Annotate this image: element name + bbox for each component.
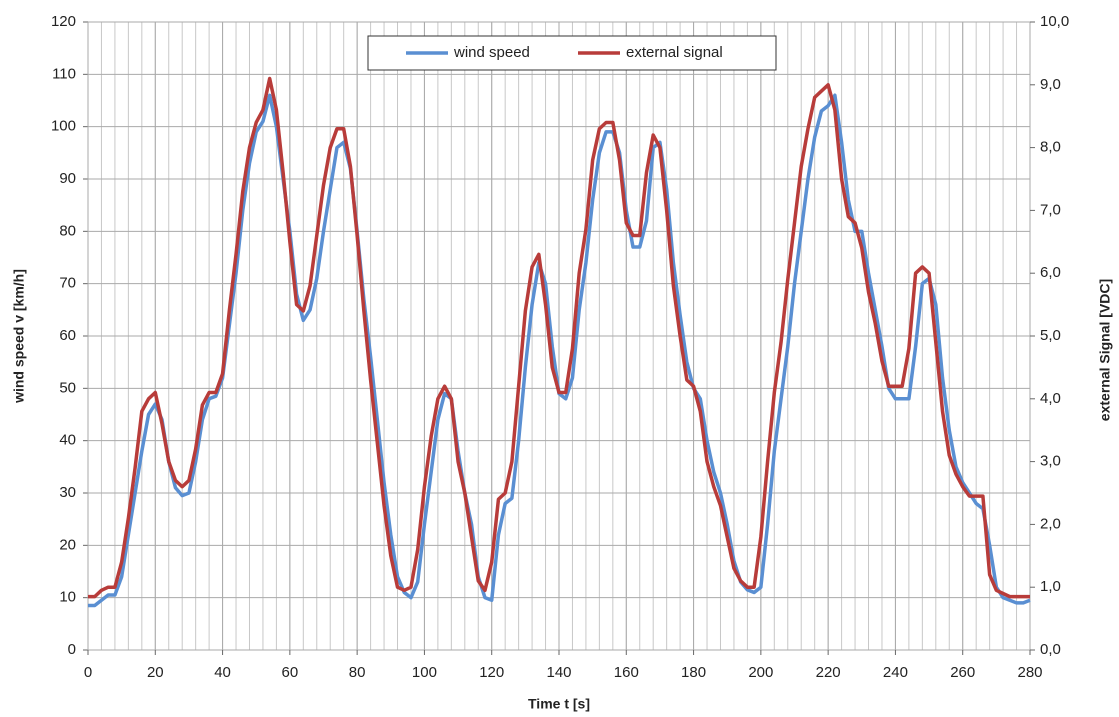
y2-tick-label: 5,0 [1040, 327, 1061, 344]
x-tick-label: 80 [349, 664, 366, 681]
y-tick-label: 0 [68, 641, 76, 658]
y2-tick-label: 2,0 [1040, 515, 1061, 532]
y2-tick-label: 10,0 [1040, 13, 1069, 30]
x-tick-label: 180 [681, 664, 706, 681]
y-tick-label: 20 [59, 536, 76, 553]
y2-tick-label: 4,0 [1040, 390, 1061, 407]
y-tick-label: 60 [59, 327, 76, 344]
x-tick-label: 280 [1017, 664, 1042, 681]
y2-tick-label: 0,0 [1040, 641, 1061, 658]
x-tick-label: 60 [282, 664, 299, 681]
y2-tick-label: 3,0 [1040, 453, 1061, 470]
x-tick-label: 120 [479, 664, 504, 681]
y2-tick-label: 7,0 [1040, 201, 1061, 218]
y-tick-label: 50 [59, 379, 76, 396]
y-tick-label: 120 [51, 13, 76, 30]
x-tick-label: 260 [950, 664, 975, 681]
y-tick-label: 10 [59, 589, 76, 606]
y-tick-label: 30 [59, 484, 76, 501]
x-tick-label: 160 [614, 664, 639, 681]
y2-tick-label: 9,0 [1040, 76, 1061, 93]
y-tick-label: 70 [59, 275, 76, 292]
x-axis-title: Time t [s] [528, 696, 590, 712]
y-tick-label: 80 [59, 222, 76, 239]
legend-label: external signal [626, 44, 723, 61]
y-tick-label: 90 [59, 170, 76, 187]
x-tick-label: 40 [214, 664, 231, 681]
x-tick-label: 220 [816, 664, 841, 681]
y-tick-label: 100 [51, 118, 76, 135]
y-tick-label: 40 [59, 432, 76, 449]
y-axis-title: wind speed v [km/h] [11, 269, 27, 404]
x-tick-label: 0 [84, 664, 92, 681]
series-line [88, 76, 1030, 599]
y2-tick-label: 1,0 [1040, 578, 1061, 595]
legend-label: wind speed [453, 44, 530, 61]
y-tick-label: 110 [52, 65, 76, 82]
x-tick-label: 240 [883, 664, 908, 681]
x-tick-label: 100 [412, 664, 437, 681]
y2-tick-label: 8,0 [1040, 139, 1061, 156]
y2-tick-label: 6,0 [1040, 264, 1061, 281]
x-tick-label: 200 [748, 664, 773, 681]
x-tick-label: 140 [546, 664, 571, 681]
y2-axis-title: external Signal [VDC] [1097, 279, 1113, 421]
x-tick-label: 20 [147, 664, 164, 681]
